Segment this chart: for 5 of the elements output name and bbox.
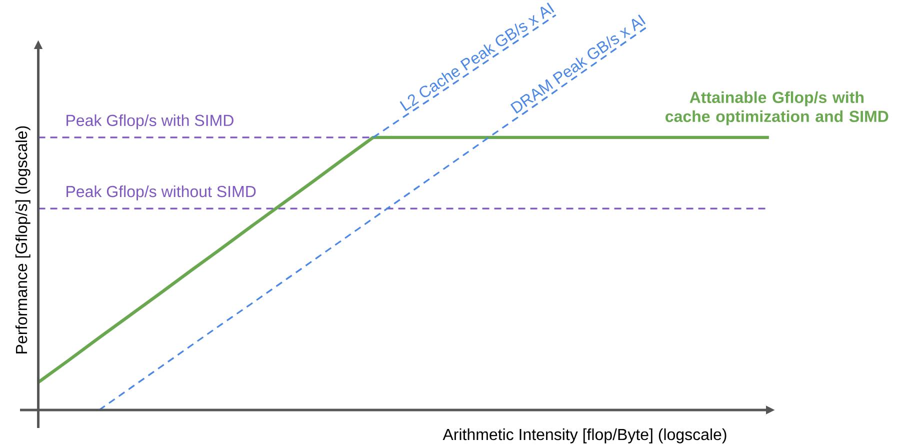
x-axis-title: Arithmetic Intensity [flop/Byte] (logscale) [442, 428, 726, 444]
ref-line-label: Peak Gflop/s without SIMD [66, 185, 256, 200]
ref-line-label: Peak Gflop/s with SIMD [66, 114, 234, 130]
series-label: Attainable Gflop/s with cache optimization and SIMD [666, 91, 888, 126]
y-axis-title: Performance [Gflop/s] (logscale) [15, 126, 30, 354]
